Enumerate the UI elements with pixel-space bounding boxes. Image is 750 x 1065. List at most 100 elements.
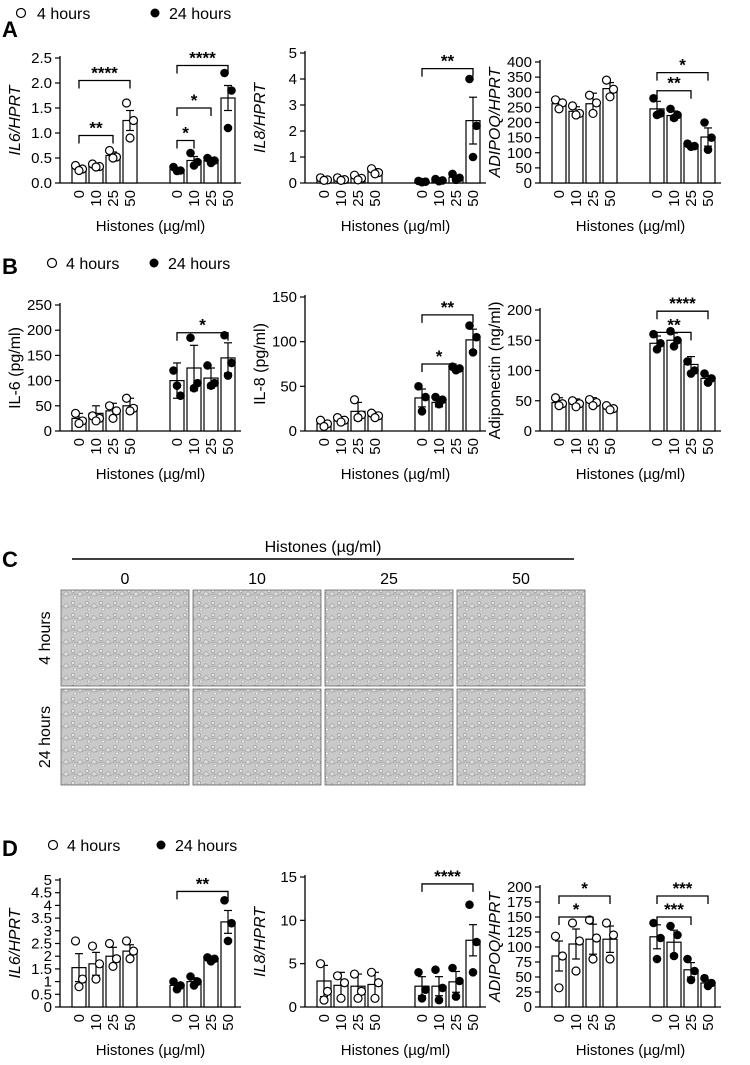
x-tick-label: 0 bbox=[71, 438, 88, 446]
significance-bracket bbox=[656, 71, 709, 81]
bar bbox=[220, 921, 236, 1008]
micrograph-4h-50 bbox=[456, 589, 586, 687]
bar bbox=[649, 342, 665, 432]
data-point-4h bbox=[373, 978, 384, 988]
x-tick-label: 25 bbox=[350, 190, 367, 207]
x-tick-label: 25 bbox=[105, 438, 122, 455]
data-point-24h bbox=[703, 981, 713, 991]
data-point-24h bbox=[652, 110, 662, 120]
significance-label: ** bbox=[667, 315, 681, 334]
data-point-4h bbox=[70, 936, 81, 946]
data-point-24h bbox=[673, 930, 682, 940]
y-tick-label: 0 bbox=[44, 999, 52, 1016]
data-point-24h bbox=[666, 104, 675, 114]
data-point-4h bbox=[574, 936, 585, 946]
x-tick-label: 0 bbox=[649, 1014, 666, 1022]
bar bbox=[666, 114, 682, 184]
data-point-4h bbox=[588, 108, 598, 119]
legend-d: 4 hours 24 hours bbox=[47, 838, 237, 855]
x-tick-label: 0 bbox=[316, 1014, 333, 1022]
legend-open-marker bbox=[47, 839, 59, 851]
y-tick-label: 0 bbox=[289, 175, 297, 192]
data-point-4h bbox=[584, 90, 595, 100]
data-point-24h bbox=[686, 975, 696, 985]
data-point-24h bbox=[707, 133, 716, 142]
x-tick-label: 0 bbox=[414, 438, 431, 446]
y-axis-label: IL6/HPRT bbox=[7, 907, 24, 978]
data-point-4h bbox=[336, 417, 346, 427]
significance-bracket bbox=[176, 139, 195, 149]
data-point-24h bbox=[683, 954, 692, 964]
x-tick-label: 50 bbox=[465, 1014, 482, 1031]
data-point-4h bbox=[557, 951, 568, 961]
x-tick-label: 0 bbox=[551, 190, 568, 198]
x-tick-label: 50 bbox=[465, 438, 482, 455]
y-tick-label: 4 bbox=[44, 897, 52, 914]
y-tick-label: 200 bbox=[27, 322, 52, 339]
data-point-24h bbox=[700, 118, 709, 127]
significance-label: * bbox=[199, 316, 206, 335]
x-tick-label: 10 bbox=[88, 438, 105, 455]
significance-bracket bbox=[176, 64, 229, 74]
y-tick-label: 150 bbox=[507, 130, 532, 147]
y-axis-label: IL8/HPRT bbox=[252, 906, 269, 977]
panel-c-column-label: 50 bbox=[512, 571, 530, 588]
x-axis-label: Histones (µg/ml) bbox=[576, 218, 686, 235]
legend-open-marker bbox=[46, 257, 58, 269]
y-tick-label: 5 bbox=[44, 872, 52, 889]
data-point-24h bbox=[683, 357, 692, 366]
data-point-4h bbox=[591, 98, 602, 108]
x-tick-label: 0 bbox=[169, 438, 186, 446]
data-point-4h bbox=[332, 971, 343, 981]
x-tick-label: 10 bbox=[666, 1014, 683, 1031]
panel-letter-a: A bbox=[2, 17, 18, 42]
y-tick-label: 0.0 bbox=[31, 175, 52, 192]
data-point-4h bbox=[125, 954, 135, 964]
data-point-4h bbox=[349, 969, 360, 979]
x-tick-label: 10 bbox=[666, 190, 683, 207]
y-tick-label: 50 bbox=[515, 393, 532, 410]
data-point-4h bbox=[567, 101, 578, 111]
x-tick-label: 10 bbox=[88, 1014, 105, 1031]
x-tick-label: 10 bbox=[431, 1014, 448, 1031]
data-point-4h bbox=[366, 967, 377, 977]
x-tick-label: 50 bbox=[602, 190, 619, 207]
data-point-4h bbox=[608, 84, 619, 94]
data-point-24h bbox=[206, 381, 216, 390]
legend-closed-label: 24 hours bbox=[175, 838, 237, 855]
x-tick-label: 10 bbox=[666, 438, 683, 455]
data-point-4h bbox=[322, 986, 333, 997]
legend-open-marker bbox=[15, 7, 27, 19]
data-point-24h bbox=[465, 321, 474, 330]
y-tick-label: 150 bbox=[507, 909, 532, 926]
data-point-24h bbox=[169, 977, 178, 986]
data-point-24h bbox=[434, 399, 444, 409]
data-point-24h bbox=[223, 936, 233, 946]
x-tick-label: 25 bbox=[683, 438, 700, 455]
x-tick-label: 25 bbox=[105, 1014, 122, 1031]
data-point-24h bbox=[223, 371, 233, 380]
data-point-4h bbox=[554, 104, 564, 114]
data-point-4h bbox=[550, 393, 561, 403]
x-axis-label: Histones (µg/ml) bbox=[341, 218, 451, 235]
micrograph-4h-0 bbox=[60, 589, 190, 687]
x-tick-label: 0 bbox=[316, 438, 333, 446]
x-tick-label: 0 bbox=[169, 190, 186, 198]
y-tick-label: 75 bbox=[515, 954, 532, 971]
x-tick-label: 25 bbox=[683, 190, 700, 207]
significance-bracket bbox=[176, 107, 212, 116]
y-tick-label: 2.5 bbox=[31, 936, 52, 953]
y-tick-label: 1.5 bbox=[31, 961, 52, 978]
data-point-4h bbox=[121, 936, 132, 946]
significance-label: *** bbox=[673, 879, 693, 898]
significance-label: * bbox=[679, 56, 686, 75]
y-tick-label: 0.5 bbox=[31, 986, 52, 1003]
data-point-24h bbox=[700, 973, 709, 983]
data-point-24h bbox=[169, 366, 178, 375]
data-point-4h bbox=[336, 175, 346, 185]
data-point-24h bbox=[669, 951, 679, 961]
